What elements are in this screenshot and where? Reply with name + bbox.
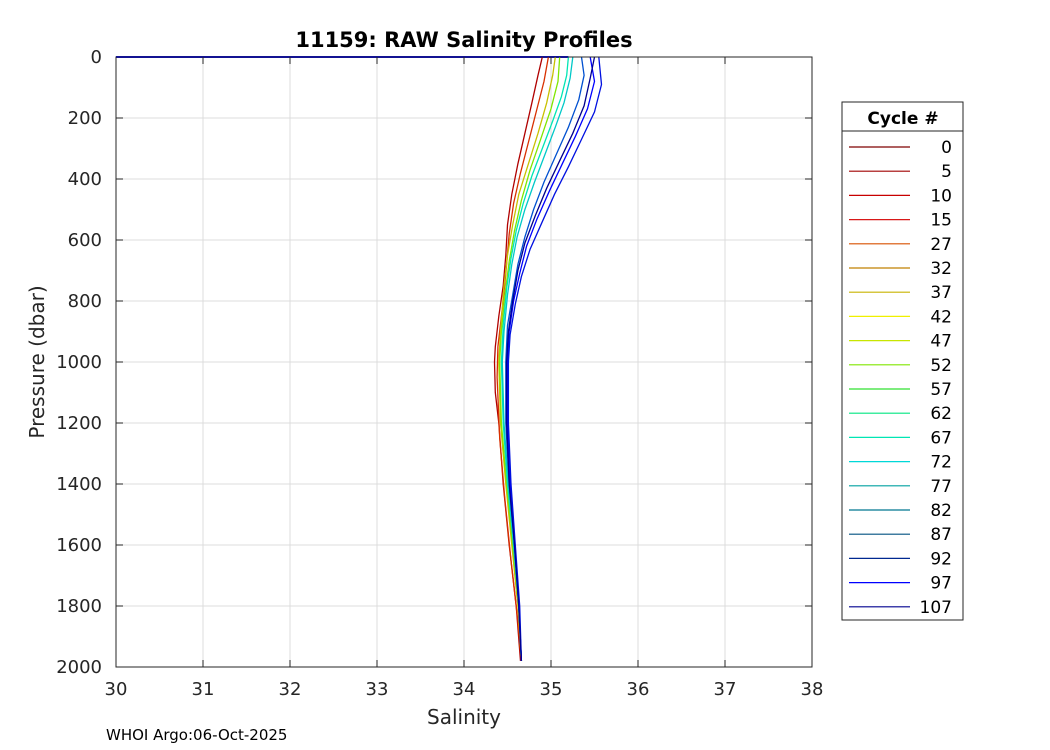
profile-line-5	[501, 56, 574, 661]
profile-series	[116, 56, 603, 661]
x-tick-label: 34	[453, 679, 476, 700]
legend-label-87: 87	[930, 525, 952, 545]
profile-line-3	[499, 56, 561, 661]
legend-label-77: 77	[930, 477, 952, 497]
legend-label-32: 32	[930, 259, 952, 279]
chart-title: 11159: RAW Salinity Profiles	[295, 28, 632, 52]
y-tick-label: 1000	[56, 352, 102, 373]
x-tick-label: 30	[105, 679, 128, 700]
legend-label-10: 10	[930, 186, 952, 206]
legend-label-42: 42	[930, 307, 952, 327]
grid-lines	[116, 57, 812, 667]
x-tick-label: 36	[627, 679, 650, 700]
axis-ticks: 30 31 32 33 34 35 36 37 38 0 200 400 600 800 1000 1200 1…	[56, 47, 823, 700]
legend-label-62: 62	[930, 404, 952, 424]
x-tick-label: 32	[279, 679, 302, 700]
y-tick-label: 0	[91, 47, 102, 68]
legend-label-57: 57	[930, 380, 952, 400]
legend-label-72: 72	[930, 453, 952, 473]
legend-label-37: 37	[930, 283, 952, 303]
legend-label-82: 82	[930, 501, 952, 521]
footer-credit: WHOI Argo:06-Oct-2025	[106, 726, 288, 744]
x-tick-label: 33	[366, 679, 389, 700]
y-tick-label: 800	[68, 291, 102, 312]
legend-label-67: 67	[930, 428, 952, 448]
y-tick-label: 2000	[56, 657, 102, 678]
x-tick-label: 37	[714, 679, 737, 700]
x-tick-label: 35	[540, 679, 563, 700]
y-tick-label: 1600	[56, 535, 102, 556]
x-axis-label: Salinity	[427, 705, 501, 729]
y-tick-label: 200	[68, 108, 102, 129]
y-tick-label: 1200	[56, 413, 102, 434]
legend-label-107: 107	[920, 598, 952, 618]
legend-label-5: 5	[941, 162, 952, 182]
legend-label-97: 97	[930, 574, 952, 594]
legend-label-52: 52	[930, 356, 952, 376]
profile-line-9	[505, 56, 596, 661]
profile-line-8	[507, 56, 603, 661]
x-tick-label: 31	[192, 679, 215, 700]
y-tick-label: 600	[68, 230, 102, 251]
legend-label-47: 47	[930, 332, 952, 352]
legend-title: Cycle #	[867, 109, 938, 129]
legend: Cycle # 0 5 10 15 27 32 37 42 47 52 57 62 67 72 77 82 87…	[841, 101, 964, 621]
x-tick-label: 38	[801, 679, 824, 700]
legend-label-0: 0	[941, 138, 952, 158]
profile-line-2	[498, 56, 556, 661]
legend-label-92: 92	[930, 549, 952, 569]
legend-label-27: 27	[930, 235, 952, 255]
y-axis-label: Pressure (dbar)	[25, 285, 49, 438]
y-tick-label: 1800	[56, 596, 102, 617]
legend-label-15: 15	[930, 211, 952, 231]
y-tick-label: 400	[68, 169, 102, 190]
y-tick-label: 1400	[56, 474, 102, 495]
